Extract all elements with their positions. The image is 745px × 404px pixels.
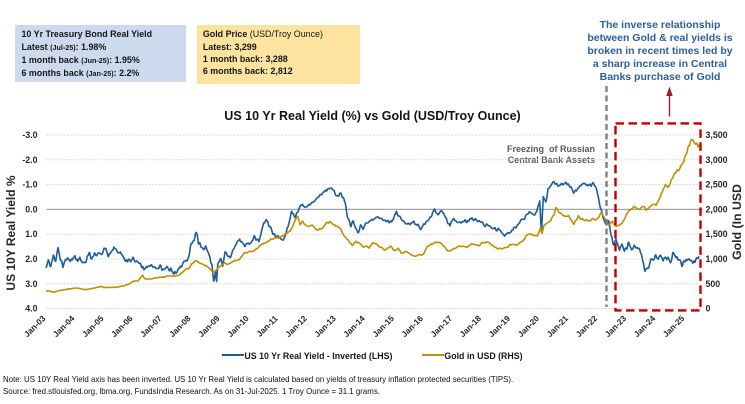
- svg-text:Jan-04: Jan-04: [51, 313, 77, 339]
- svg-text:Jan-10: Jan-10: [225, 313, 251, 339]
- svg-text:Jan-18: Jan-18: [457, 313, 483, 339]
- svg-text:Jan-03: Jan-03: [22, 313, 48, 339]
- svg-text:1.0: 1.0: [25, 229, 37, 239]
- svg-text:Jan-05: Jan-05: [80, 313, 106, 339]
- svg-text:Jan-19: Jan-19: [486, 313, 512, 339]
- svg-text:Jan-20: Jan-20: [515, 313, 541, 339]
- svg-text:0: 0: [706, 304, 711, 314]
- svg-text:4.0: 4.0: [25, 304, 37, 314]
- svg-text:-1.0: -1.0: [22, 180, 37, 190]
- svg-text:3,500: 3,500: [706, 130, 728, 140]
- svg-text:-2.0: -2.0: [22, 155, 37, 165]
- svg-text:Jan-14: Jan-14: [341, 313, 367, 339]
- svg-text:2,500: 2,500: [706, 180, 728, 190]
- svg-text:Gold (In USD: Gold (In USD: [730, 184, 744, 260]
- svg-text:Jan-17: Jan-17: [428, 313, 454, 339]
- svg-text:Jan-11: Jan-11: [254, 313, 280, 339]
- svg-text:3.0: 3.0: [25, 279, 37, 289]
- svg-text:-3.0: -3.0: [22, 130, 37, 140]
- svg-text:3,000: 3,000: [706, 155, 728, 165]
- svg-text:2.0: 2.0: [25, 254, 37, 264]
- svg-text:US 10Y Real Yield %: US 10Y Real Yield %: [4, 175, 18, 291]
- svg-text:500: 500: [706, 279, 721, 289]
- svg-text:Jan-21: Jan-21: [544, 313, 570, 339]
- svg-text:Jan-12: Jan-12: [283, 313, 309, 339]
- svg-text:Jan-07: Jan-07: [138, 313, 164, 339]
- svg-text:1,500: 1,500: [706, 229, 728, 239]
- svg-text:Jan-22: Jan-22: [574, 313, 600, 339]
- svg-text:Jan-23: Jan-23: [603, 313, 629, 339]
- svg-text:0.0: 0.0: [25, 204, 37, 214]
- svg-text:Jan-16: Jan-16: [399, 313, 425, 339]
- svg-text:Jan-15: Jan-15: [370, 313, 396, 339]
- svg-text:Jan-06: Jan-06: [109, 313, 135, 339]
- svg-text:Jan-24: Jan-24: [632, 313, 658, 339]
- svg-text:2,000: 2,000: [706, 204, 728, 214]
- svg-text:Jan-09: Jan-09: [196, 313, 222, 339]
- svg-text:Jan-25: Jan-25: [661, 313, 687, 339]
- svg-text:1,000: 1,000: [706, 254, 728, 264]
- svg-text:Jan-08: Jan-08: [167, 313, 193, 339]
- svg-text:Jan-13: Jan-13: [312, 313, 338, 339]
